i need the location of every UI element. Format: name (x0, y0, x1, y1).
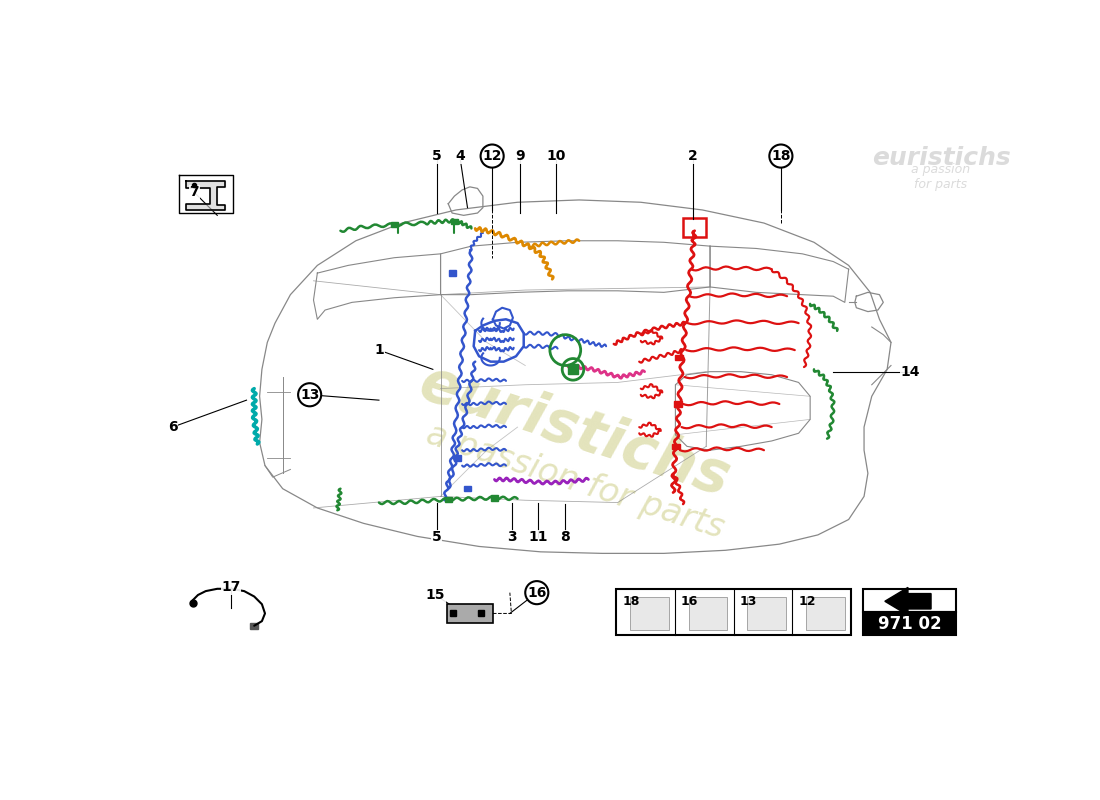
Text: 1: 1 (374, 343, 384, 357)
Bar (747, 597, 786, 630)
Bar (491, 495, 498, 501)
Circle shape (526, 581, 548, 604)
Text: 8: 8 (560, 530, 570, 544)
Bar (683, 218, 706, 237)
Text: 13: 13 (300, 388, 319, 402)
Text: 15: 15 (426, 588, 444, 602)
Bar (451, 219, 458, 224)
Text: a passion
for parts: a passion for parts (912, 163, 970, 191)
Bar (251, 622, 258, 629)
Text: 5: 5 (432, 530, 441, 544)
Text: 16: 16 (527, 586, 547, 600)
Text: a passion for parts: a passion for parts (422, 418, 728, 545)
Text: 13: 13 (739, 595, 757, 608)
Text: 12: 12 (799, 595, 816, 608)
Text: 12: 12 (483, 149, 502, 163)
Bar (464, 486, 471, 491)
Polygon shape (884, 587, 931, 615)
Text: 11: 11 (529, 530, 548, 544)
Bar (806, 597, 845, 630)
Text: 14: 14 (901, 365, 920, 378)
Text: 18: 18 (771, 149, 791, 163)
Text: 2: 2 (689, 149, 698, 163)
Bar (630, 597, 669, 630)
Text: 6: 6 (168, 420, 177, 434)
Text: 971 02: 971 02 (878, 615, 942, 634)
Bar (674, 402, 682, 406)
Text: 17: 17 (221, 580, 241, 594)
Text: 3: 3 (507, 530, 517, 544)
Text: 4: 4 (455, 149, 464, 163)
Bar (689, 597, 727, 630)
Text: 5: 5 (432, 149, 441, 163)
Bar (616, 589, 851, 635)
Text: euristichs: euristichs (412, 354, 738, 508)
Bar (449, 270, 455, 276)
Bar (675, 355, 683, 361)
Text: 9: 9 (515, 149, 525, 163)
Bar (454, 455, 461, 461)
Text: euristichs: euristichs (871, 146, 1011, 170)
Bar (447, 604, 493, 622)
Bar (862, 589, 957, 612)
Text: 7: 7 (189, 186, 199, 199)
Bar (390, 222, 398, 227)
Polygon shape (186, 181, 224, 210)
Circle shape (769, 145, 792, 168)
Bar (862, 612, 957, 635)
Text: 10: 10 (547, 149, 565, 163)
Bar (444, 497, 452, 502)
Text: 16: 16 (681, 595, 698, 608)
Bar (672, 444, 680, 449)
Text: 18: 18 (623, 595, 639, 608)
Circle shape (481, 145, 504, 168)
Circle shape (298, 383, 321, 406)
